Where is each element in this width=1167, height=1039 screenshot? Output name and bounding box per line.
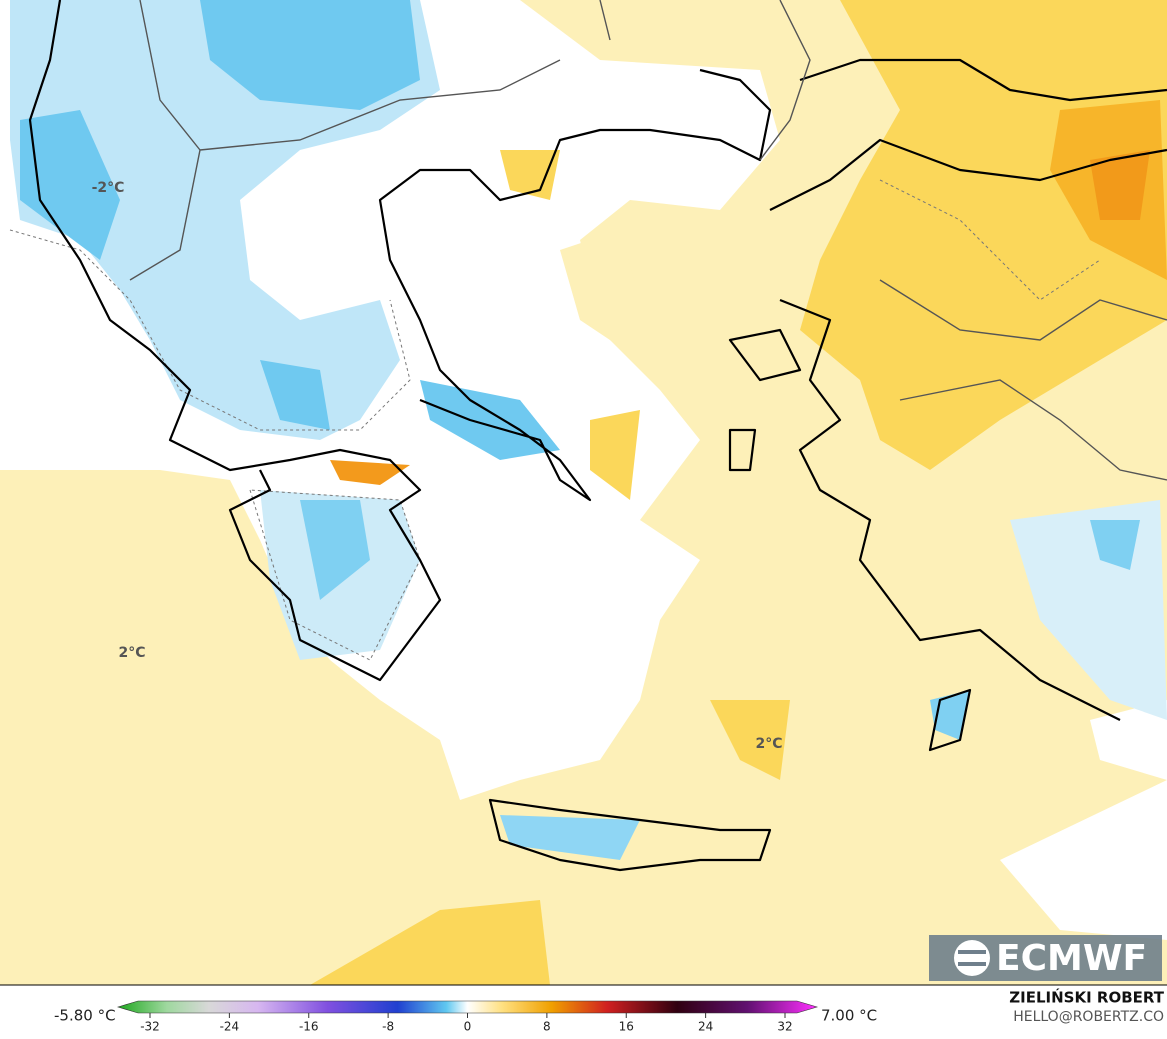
warm-region [310,900,550,985]
warm-area [560,230,700,360]
logo-icon [954,940,990,976]
coastline [779,298,1121,721]
island-crete [488,798,772,872]
colorbar-tick-label: -32 [140,1020,160,1034]
colorbar-tick-label: 8 [543,1020,551,1034]
cold-core [200,0,420,110]
map-label: 2°C [755,736,782,752]
island-rhodes [928,688,972,752]
colorbar-tick-label: 32 [777,1020,792,1034]
colorbar-tick-label: 0 [464,1020,472,1034]
warm-region [500,150,560,200]
colorbar-bar [116,1000,819,1014]
logo-text: ECMWF [996,938,1147,979]
cold-core [260,360,330,430]
border [129,0,1167,481]
cold-core [20,110,120,260]
coastline [28,0,442,682]
sea-area [1000,780,1167,940]
colorbar-max-label: 7.00 °C [821,1007,877,1025]
warm-core [330,460,410,485]
map: -2°C 2°C 2°C ECMWF [0,0,1167,985]
author: ZIELIŃSKI ROBERT [1009,988,1164,1007]
cold-core [1090,520,1140,570]
island-lesbos [728,328,802,382]
map-label: -2°C [92,180,125,196]
sea-area [1090,700,1167,780]
colorbar-tick-label: 24 [698,1020,713,1034]
cold-core [420,380,560,460]
logo-icon-lines [958,950,986,966]
colorbar-min-label: -5.80 °C [54,1007,116,1025]
colorbar: -5.80 °C 7.00 °C -32 -24 -16 -8 0 8 16 24 32 [54,1000,877,1034]
warm-core [1090,150,1150,220]
coastline [378,68,772,502]
contact: HELLO@ROBERTZ.CO [1013,1009,1164,1025]
warm-region [590,410,640,500]
coastline [799,58,1167,102]
cold-region [10,0,440,440]
coastline [769,138,1167,211]
cold-core [500,815,640,860]
cold-core [300,500,370,600]
colorbar-tick-label: 16 [619,1020,634,1034]
contour [879,179,1101,301]
colorbar-tick-label: -24 [220,1020,240,1034]
warm-region [710,700,790,780]
colorbar-tick-label: -16 [299,1020,319,1034]
island-chios [728,428,757,472]
colorbar-tick-label: -8 [382,1020,394,1034]
contour [9,229,411,431]
map-label: 2°C [118,645,145,661]
